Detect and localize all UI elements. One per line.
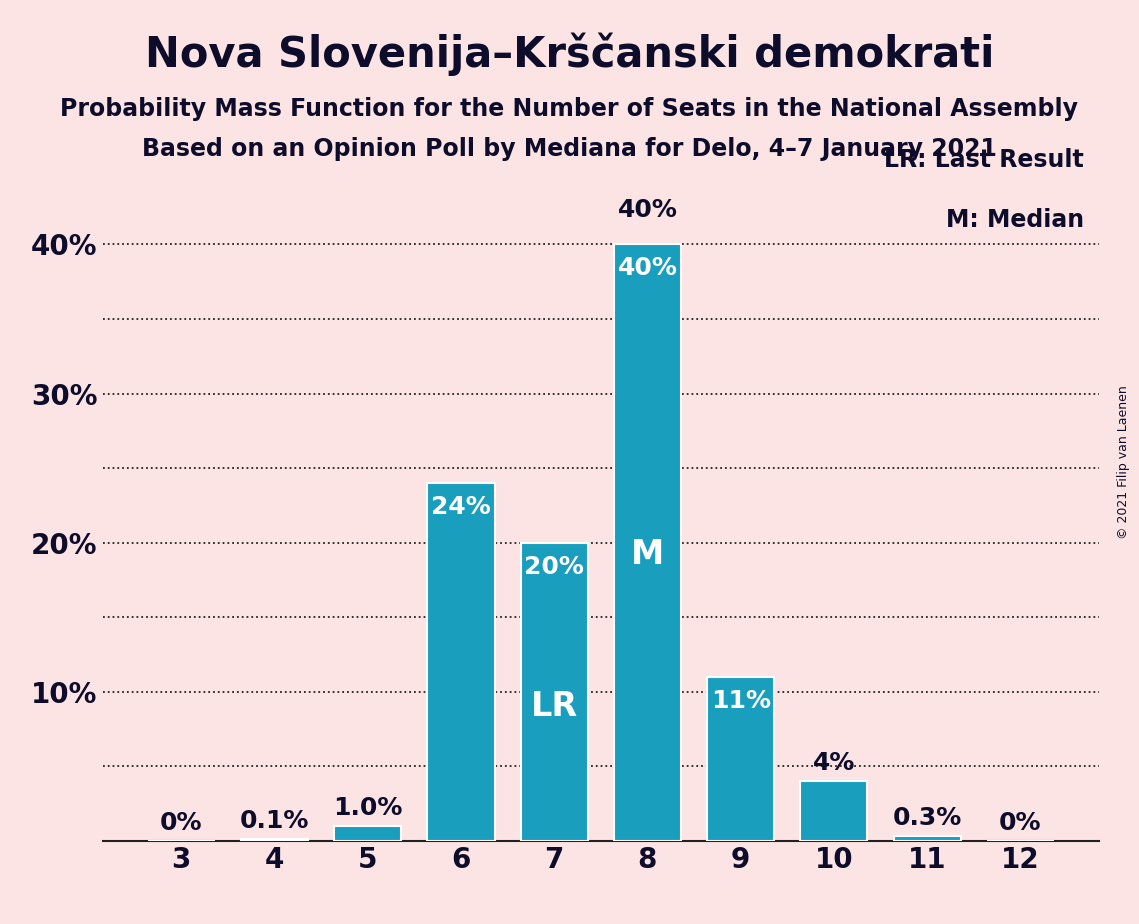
Text: Probability Mass Function for the Number of Seats in the National Assembly: Probability Mass Function for the Number… — [60, 97, 1079, 121]
Bar — [521, 542, 588, 841]
Bar — [801, 781, 868, 841]
Text: © 2021 Filip van Laenen: © 2021 Filip van Laenen — [1117, 385, 1130, 539]
Text: M: M — [631, 538, 664, 571]
Bar — [334, 826, 401, 841]
Text: 0%: 0% — [161, 811, 203, 835]
Text: Nova Slovenija–Krščanski demokrati: Nova Slovenija–Krščanski demokrati — [145, 32, 994, 76]
Text: 0%: 0% — [999, 811, 1041, 835]
Bar — [614, 245, 681, 841]
Text: 24%: 24% — [432, 495, 491, 519]
Text: 1.0%: 1.0% — [333, 796, 402, 820]
Text: 4%: 4% — [812, 751, 855, 775]
Text: 20%: 20% — [524, 554, 584, 578]
Text: 0.1%: 0.1% — [240, 809, 310, 833]
Text: LR: LR — [531, 690, 577, 723]
Text: 40%: 40% — [617, 198, 678, 222]
Bar — [893, 836, 960, 841]
Text: Based on an Opinion Poll by Mediana for Delo, 4–7 January 2021: Based on an Opinion Poll by Mediana for … — [142, 137, 997, 161]
Text: 40%: 40% — [617, 256, 678, 280]
Bar — [427, 483, 494, 841]
Text: M: Median: M: Median — [947, 208, 1084, 232]
Bar — [241, 839, 309, 841]
Bar — [707, 676, 775, 841]
Text: LR: Last Result: LR: Last Result — [885, 148, 1084, 172]
Text: 0.3%: 0.3% — [893, 807, 961, 831]
Text: 11%: 11% — [711, 688, 771, 712]
